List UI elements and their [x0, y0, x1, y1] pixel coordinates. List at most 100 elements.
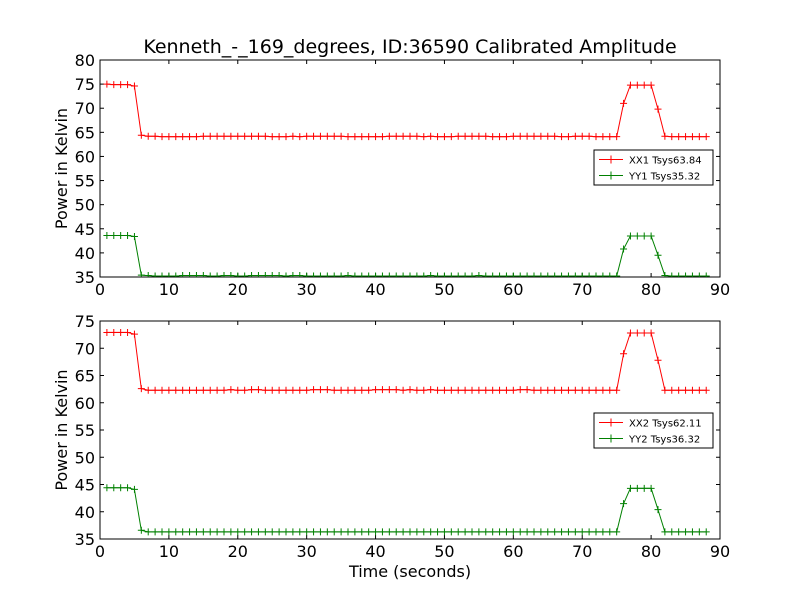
data-point — [564, 528, 572, 536]
data-point — [695, 528, 703, 536]
data-point — [585, 386, 593, 394]
data-point — [626, 329, 634, 337]
data-point — [199, 386, 207, 394]
data-point — [137, 131, 145, 139]
data-point — [427, 272, 435, 277]
data-point — [496, 528, 504, 536]
data-point — [496, 272, 504, 277]
data-point — [544, 528, 552, 536]
data-point — [261, 132, 269, 140]
data-point — [351, 386, 359, 394]
data-point — [475, 386, 483, 394]
data-point — [420, 133, 428, 141]
x-tick-label: 0 — [95, 280, 105, 299]
x-tick-label: 30 — [296, 542, 316, 561]
y-tick-label: 45 — [75, 476, 95, 495]
data-point — [165, 386, 173, 394]
y-tick-label: 65 — [75, 123, 95, 142]
y-tick-label: 45 — [75, 220, 95, 239]
data-point — [647, 329, 655, 337]
data-point — [606, 528, 614, 536]
data-point — [558, 386, 566, 394]
data-point — [571, 528, 579, 536]
data-point — [344, 272, 352, 277]
data-point — [413, 386, 421, 394]
data-point — [137, 271, 145, 277]
data-point — [372, 272, 380, 277]
data-point — [179, 133, 187, 141]
data-point — [323, 132, 331, 140]
data-point — [385, 272, 393, 277]
data-point — [330, 272, 338, 277]
y-tick-label: 40 — [75, 244, 95, 263]
data-point — [124, 328, 132, 336]
data-point — [124, 232, 132, 240]
data-point — [158, 133, 166, 141]
y-tick-label: 75 — [75, 312, 95, 331]
data-point — [413, 528, 421, 536]
x-tick-label: 80 — [641, 542, 661, 561]
data-point — [468, 386, 476, 394]
data-point — [454, 272, 462, 277]
data-point — [530, 528, 538, 536]
y-tick-label: 65 — [75, 367, 95, 386]
data-point — [303, 132, 311, 140]
data-point — [440, 386, 448, 394]
data-point — [454, 132, 462, 140]
data-point — [220, 272, 228, 277]
data-point — [268, 272, 276, 277]
data-point — [688, 272, 696, 277]
data-point — [654, 356, 662, 364]
data-point — [124, 484, 132, 492]
data-point — [186, 386, 194, 394]
data-point — [675, 528, 683, 536]
data-point — [482, 528, 490, 536]
data-point — [633, 81, 641, 89]
data-point — [110, 328, 118, 336]
data-point — [103, 484, 111, 492]
data-point — [640, 232, 648, 240]
data-point — [702, 386, 710, 394]
data-point — [165, 133, 173, 141]
data-point — [144, 386, 152, 394]
y-tick-label: 35 — [75, 268, 95, 287]
data-point — [537, 272, 545, 277]
legend-frame — [593, 412, 714, 449]
data-point — [578, 272, 586, 277]
data-point — [365, 272, 373, 277]
data-point — [303, 272, 311, 277]
data-point — [675, 386, 683, 394]
data-point — [199, 132, 207, 140]
data-point — [599, 133, 607, 141]
data-point — [578, 386, 586, 394]
data-point — [220, 386, 228, 394]
data-point — [372, 386, 380, 394]
data-point — [165, 528, 173, 536]
data-point — [647, 232, 655, 240]
data-point — [192, 133, 200, 141]
y-tick-label: 55 — [75, 421, 95, 440]
x-tick-label: 40 — [365, 542, 385, 561]
data-point — [502, 133, 510, 141]
data-point — [172, 133, 180, 141]
data-point — [523, 132, 531, 140]
data-point — [592, 133, 600, 141]
data-point — [544, 272, 552, 277]
data-point — [248, 386, 256, 394]
data-point — [578, 132, 586, 140]
data-point — [172, 386, 180, 394]
data-point — [310, 386, 318, 394]
plot-panel-top: 0 10 20 30 40 50 60 70 80 90 35 40 45 50 55 60 65 70 75 80 P… — [52, 51, 730, 299]
x-tick-label: 20 — [228, 280, 248, 299]
legend-label: YY2 Tsys36.32 — [628, 435, 700, 446]
data-point — [254, 528, 262, 536]
data-point — [406, 132, 414, 140]
data-point — [599, 386, 607, 394]
data-point — [413, 272, 421, 277]
y-tick-label: 75 — [75, 75, 95, 94]
data-point — [654, 506, 662, 514]
data-point — [447, 272, 455, 277]
data-point — [268, 133, 276, 141]
data-point — [427, 132, 435, 140]
